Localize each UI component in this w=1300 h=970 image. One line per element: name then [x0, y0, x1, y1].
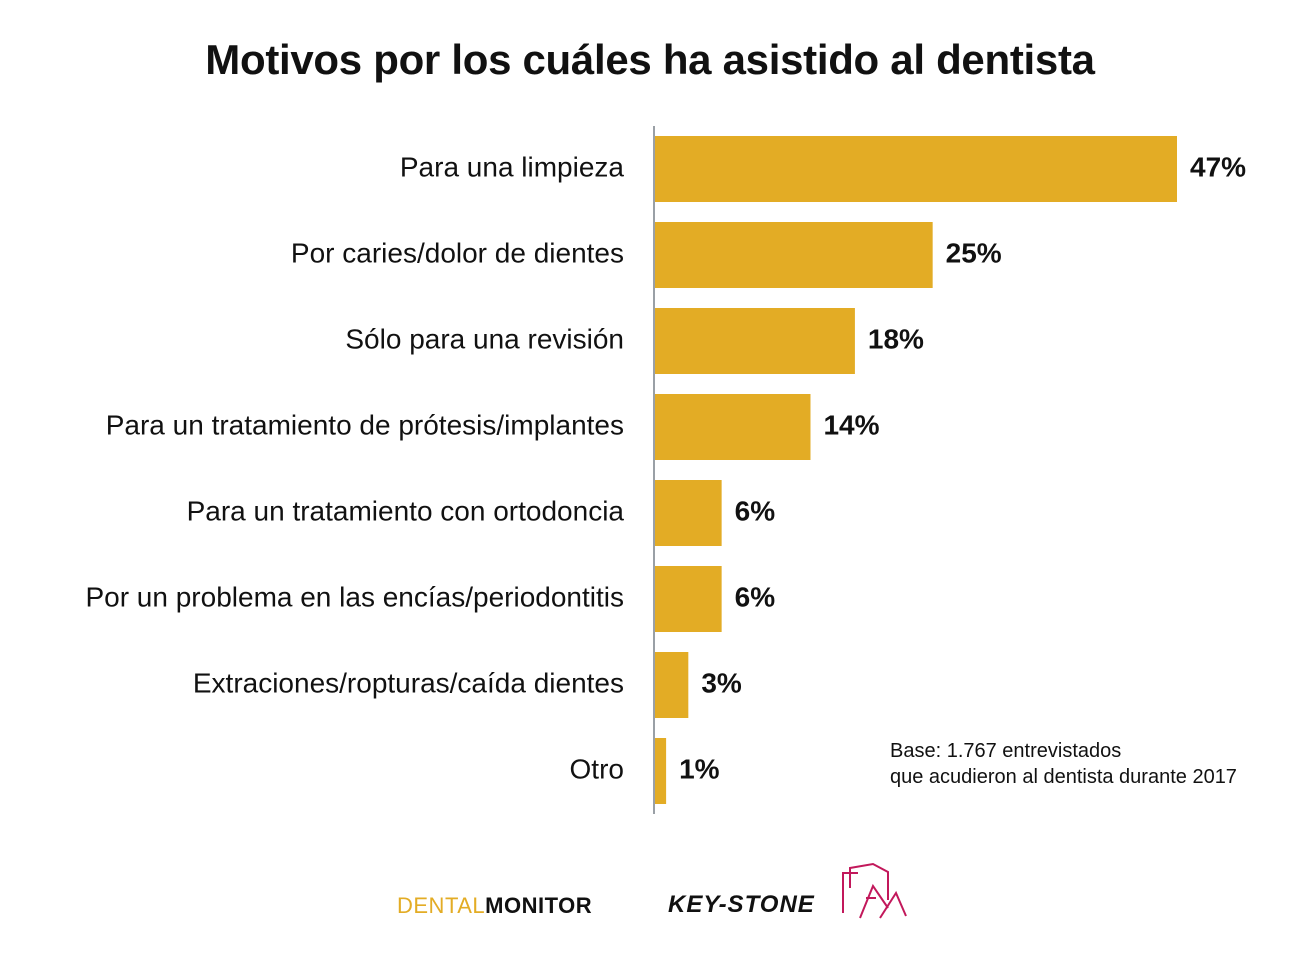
category-label: Para un tratamiento de prótesis/implante… [106, 409, 624, 440]
category-label: Para una limpieza [400, 151, 625, 182]
bar [655, 308, 855, 374]
value-label: 1% [679, 753, 720, 784]
base-note-line-1: Base: 1.767 entrevistados [890, 740, 1122, 762]
dental-monitor-logo-part2: MONITOR [485, 893, 593, 918]
category-label: Para un tratamiento con ortodoncia [187, 495, 625, 526]
base-note: Base: 1.767 entrevistados que acudieron … [890, 738, 1237, 790]
bar [655, 566, 722, 632]
value-label: 6% [735, 495, 776, 526]
bar [655, 652, 689, 718]
chart-title: Motivos por los cuáles ha asistido al de… [205, 36, 1095, 83]
bar [655, 136, 1177, 202]
keystone-logo-text: KEY-STONE [668, 891, 815, 918]
dental-monitor-logo: DENTALMONITOR [397, 893, 592, 919]
category-label: Por caries/dolor de dientes [291, 237, 624, 268]
category-label: Sólo para una revisión [345, 323, 624, 354]
value-label: 6% [735, 581, 776, 612]
value-label: 47% [1190, 151, 1246, 182]
bar [655, 222, 933, 288]
value-label: 14% [823, 409, 879, 440]
category-label: Otro [570, 753, 624, 784]
bar [655, 480, 722, 546]
base-note-line-2: que acudieron al dentista durante 2017 [890, 766, 1237, 788]
category-label: Extraciones/ropturas/caída dientes [193, 667, 624, 698]
value-label: 25% [946, 237, 1002, 268]
dental-monitor-logo-part1: DENTAL [397, 893, 486, 918]
keystone-mark-icon [842, 862, 907, 919]
bar [655, 738, 667, 804]
category-label: Por un problema en las encías/periodonti… [85, 581, 624, 612]
value-label: 18% [868, 323, 924, 354]
value-label: 3% [701, 667, 742, 698]
keystone-logo: KEY-STONE [668, 858, 913, 928]
bar [655, 394, 811, 460]
